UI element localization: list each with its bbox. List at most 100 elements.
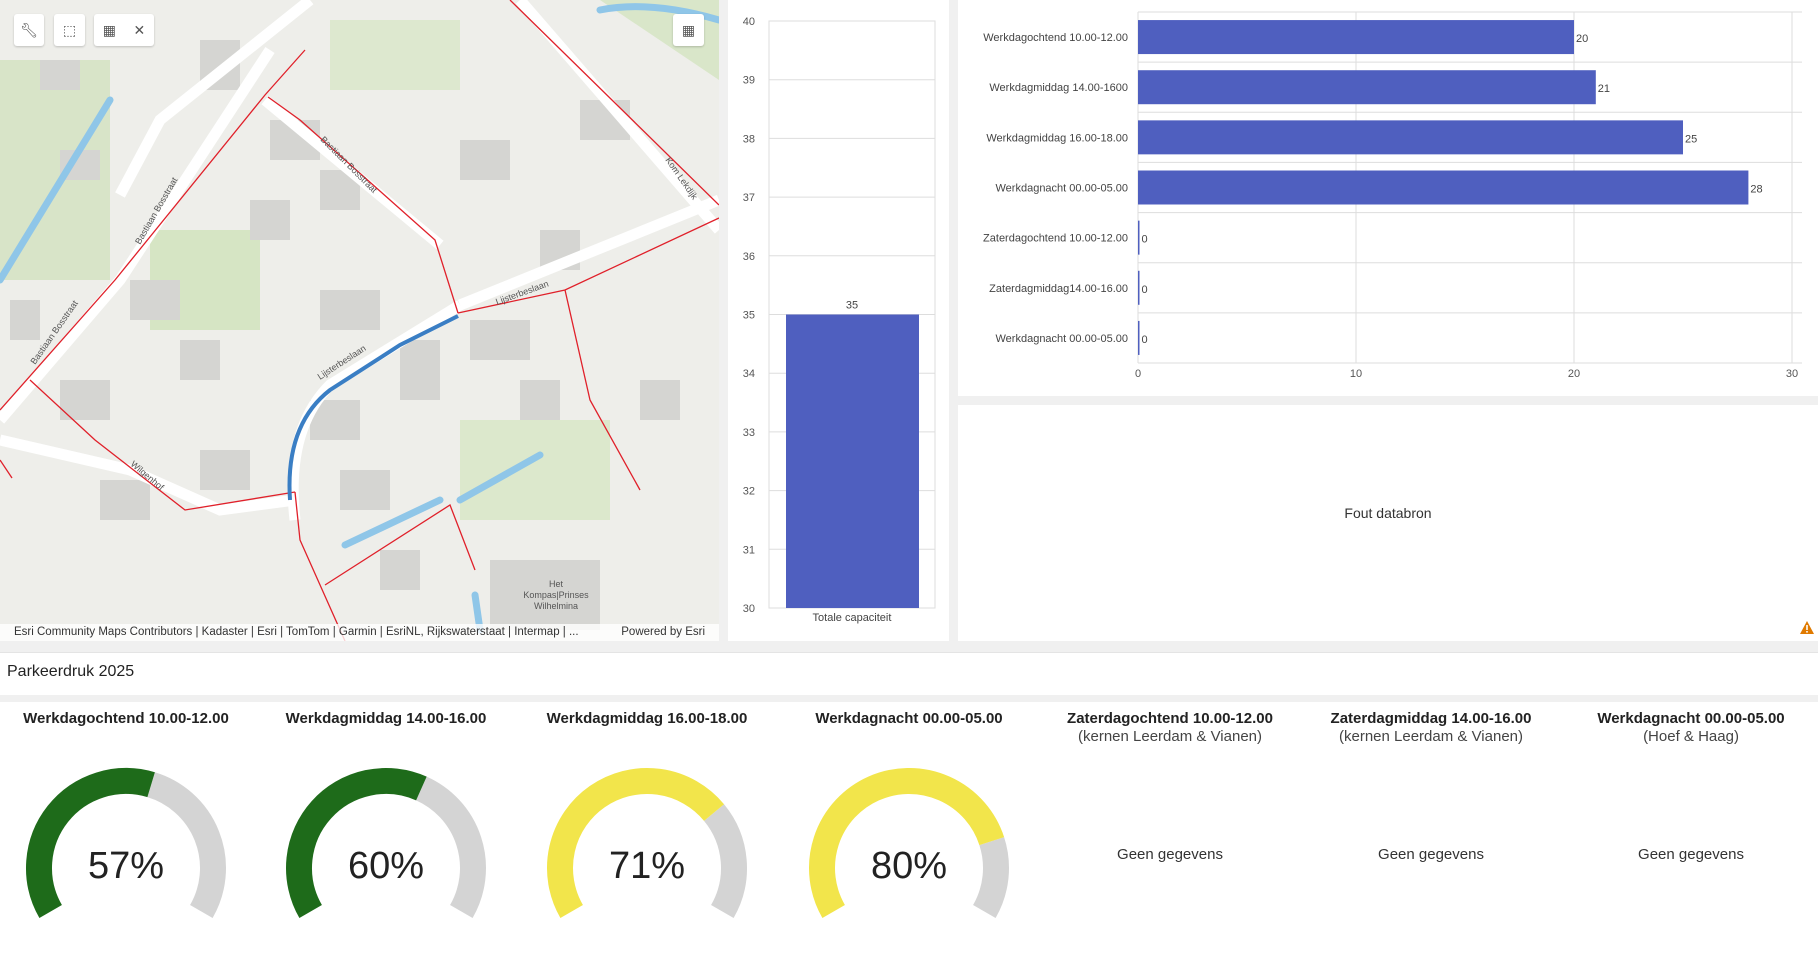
bar-value-label: 0	[1142, 334, 1148, 346]
gauge-track	[415, 776, 486, 918]
occupancy-bar-chart: 0 10 20 30 Werkdagochtend 10.00-12.00 20 Werkd…	[983, 11, 1802, 380]
error-panel: Fout databron	[958, 405, 1818, 641]
bar	[1138, 70, 1596, 105]
y-category-label: Werkdagnacht 00.00-05.00	[996, 183, 1129, 195]
no-data-message: Geen gegevens	[1117, 846, 1223, 863]
tools-button[interactable]: 🔧︎	[14, 14, 44, 46]
y-tick-label: 37	[743, 192, 755, 204]
y-tick-label: 36	[743, 251, 755, 263]
bar-value-label: 0	[1142, 284, 1148, 296]
x-category-label: Totale capaciteit	[813, 612, 892, 624]
map-canvas[interactable]: Bastiaan Bosstraat Bastiaan Bosstraat Ba…	[0, 0, 719, 641]
poi-label: Het	[549, 579, 564, 589]
gauge-title: Zaterdagochtend 10.00-12.00 (kernen Leerd…	[1045, 710, 1295, 746]
gauge-title: Werkdagochtend 10.00-12.00	[1, 710, 251, 728]
y-tick-label: 32	[743, 486, 755, 498]
capacity-chart-panel: 30 31 32 33 34 35 36 37 38 39 40 35 Totale capacitei…	[728, 0, 949, 641]
y-category-label: Werkdagmiddag 14.00-1600	[989, 82, 1128, 94]
y-tick-label: 31	[743, 544, 755, 556]
warning-icon[interactable]	[1799, 620, 1815, 635]
gauge-track	[703, 804, 747, 918]
bar-value-label: 21	[1598, 83, 1610, 95]
gauge-value: 71%	[608, 845, 686, 887]
bar	[1138, 170, 1749, 205]
capacity-chart: 30 31 32 33 34 35 36 37 38 39 40 35 Totale capacitei…	[743, 16, 936, 624]
gauge-subtitle: (kernen Leerdam & Vianen)	[1339, 728, 1523, 745]
attribution-text[interactable]: Esri Community Maps Contributors | Kadas…	[14, 626, 579, 638]
map-view[interactable]: Bastiaan Bosstraat Bastiaan Bosstraat Ba…	[0, 0, 719, 641]
gauge-title: Zaterdagmiddag 14.00-16.00 (kernen Leerda…	[1306, 710, 1556, 746]
gauge-fill	[809, 768, 1005, 918]
gauge-value: 60%	[347, 845, 425, 887]
x-tick-label: 10	[1350, 368, 1362, 380]
section-header: Parkeerdruk 2025	[0, 652, 1818, 695]
x-tick-label: 20	[1568, 368, 1580, 380]
y-tick-label: 40	[743, 16, 755, 28]
y-category-label: Zaterdagmiddag14.00-16.00	[989, 283, 1128, 295]
gauge	[547, 768, 747, 918]
lasso-select-icon: ⬚	[62, 21, 77, 38]
poi-label: Kompas|Prinses	[523, 590, 589, 600]
y-category-label: Werkdagmiddag 16.00-18.00	[986, 132, 1128, 144]
bar-value-label: 20	[1576, 33, 1588, 45]
gauge	[26, 768, 226, 918]
lasso-select-button[interactable]: ⬚	[54, 14, 85, 46]
bar	[1138, 20, 1574, 55]
gauge-title-text: Werkdagnacht 00.00-05.00	[815, 710, 1003, 727]
gauge-title: Werkdagnacht 00.00-05.00	[784, 710, 1034, 728]
no-data-message: Geen gegevens	[1378, 846, 1484, 863]
y-tick-label: 38	[743, 133, 755, 145]
y-tick-label: 33	[743, 427, 755, 439]
bar	[1138, 270, 1140, 305]
section-title: Parkeerdruk 2025	[7, 663, 135, 680]
error-message: Fout databron	[1344, 505, 1432, 521]
gauge	[809, 768, 1009, 918]
poi-label: Wilhelmina	[534, 601, 578, 611]
gauge-value: 57%	[87, 845, 165, 887]
gauge-title: Werkdagmiddag 14.00-16.00	[261, 710, 511, 728]
powered-by-esri[interactable]: Powered by Esri	[621, 626, 705, 638]
gauge-title: Werkdagmiddag 16.00-18.00	[522, 710, 772, 728]
gauge-track	[972, 837, 1009, 918]
gauge-subtitle: (kernen Leerdam & Vianen)	[1078, 728, 1262, 745]
gauge-subtitle: (Hoef & Haag)	[1643, 728, 1739, 745]
map-attribution: Esri Community Maps Contributors | Kadas…	[0, 624, 719, 641]
y-tick-label: 30	[743, 603, 755, 615]
bar	[1138, 120, 1683, 155]
gauge-title-text: Zaterdagmiddag 14.00-16.00	[1330, 710, 1532, 727]
y-tick-label: 39	[743, 75, 755, 87]
gauge-fill	[26, 768, 155, 918]
gauge-title-text: Werkdagochtend 10.00-12.00	[23, 710, 229, 727]
bar-value-label: 25	[1685, 133, 1697, 145]
y-category-label: Werkdagnacht 00.00-05.00	[996, 333, 1129, 345]
bar-totale-capaciteit	[786, 314, 919, 608]
bar-value-label: 35	[846, 300, 858, 312]
gauge-fill	[286, 768, 427, 918]
close-icon[interactable]: ✕	[133, 21, 146, 38]
gauge	[286, 768, 486, 918]
gauge-title-text: Werkdagmiddag 14.00-16.00	[285, 710, 487, 727]
gauge-title-text: Zaterdagochtend 10.00-12.00	[1067, 710, 1273, 727]
y-category-label: Werkdagochtend 10.00-12.00	[983, 32, 1128, 44]
gauge-title: Werkdagnacht 00.00-05.00 (Hoef & Haag)	[1566, 710, 1816, 746]
y-tick-label: 35	[743, 310, 755, 322]
occupancy-bar-chart-panel: 0 10 20 30 Werkdagochtend 10.00-12.00 20 Werkd…	[958, 0, 1818, 396]
bar-value-label: 0	[1142, 234, 1148, 246]
rectangle-select-icon[interactable]: ▦	[102, 21, 116, 38]
layout-button[interactable]: ▦	[673, 14, 704, 46]
y-category-label: Zaterdagochtend 10.00-12.00	[983, 233, 1128, 245]
x-tick-label: 30	[1786, 368, 1798, 380]
grid-icon: ▦	[681, 21, 696, 38]
x-tick-label: 0	[1135, 368, 1141, 380]
bar-value-label: 28	[1750, 184, 1762, 196]
gauge-title-text: Werkdagnacht 00.00-05.00	[1597, 710, 1785, 727]
gauge-title-text: Werkdagmiddag 16.00-18.00	[546, 710, 748, 727]
y-tick-label: 34	[743, 368, 755, 380]
wrench-icon: 🔧︎	[20, 21, 38, 38]
gauge-value: 80%	[870, 845, 948, 887]
gauge-track	[146, 772, 226, 918]
no-data-message: Geen gegevens	[1638, 846, 1744, 863]
bar	[1138, 320, 1140, 355]
gauges-row: Werkdagochtend 10.00-12.00 57% Werkdagmidd…	[0, 702, 1818, 959]
bar	[1138, 220, 1140, 255]
